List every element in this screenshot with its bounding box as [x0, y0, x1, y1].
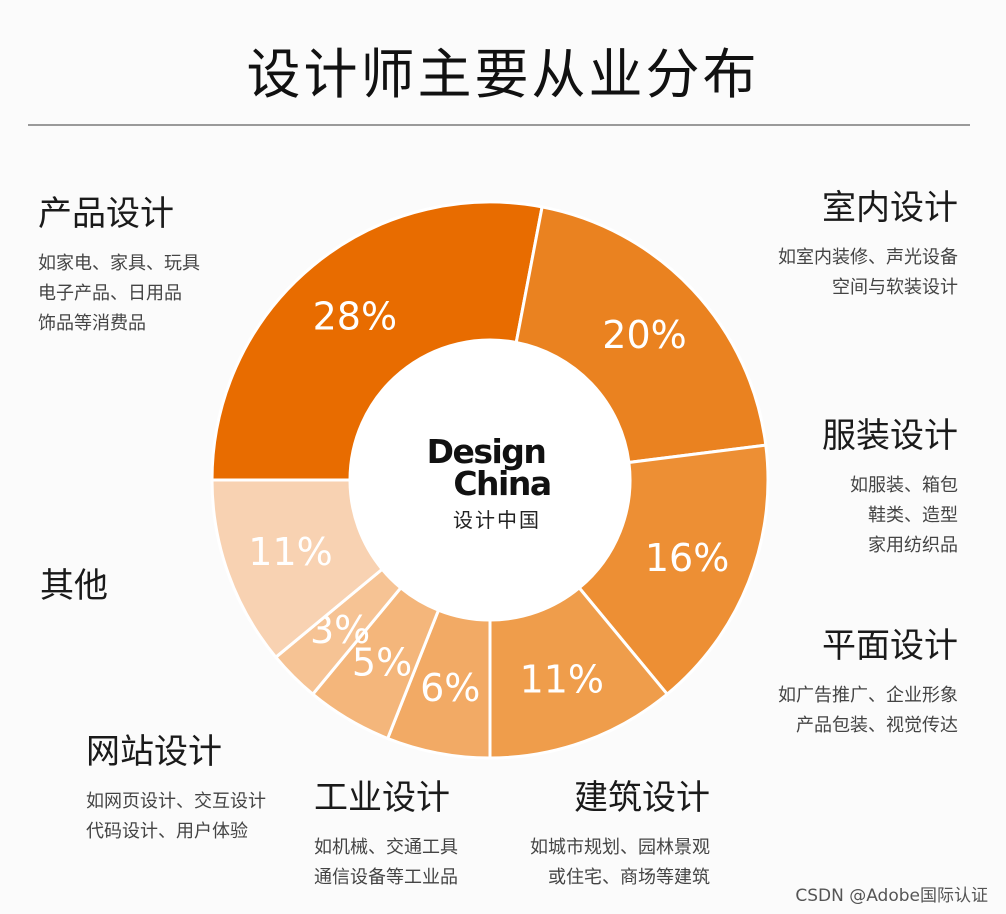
category-name: 建筑设计	[574, 778, 710, 818]
category-desc: 如网页设计、交互设计 代码设计、用户体验	[86, 787, 266, 847]
slice-label-2: 20%	[602, 313, 686, 357]
category-name: 室内设计	[822, 188, 958, 228]
desc-line: 空间与软装设计	[832, 277, 958, 298]
category-desc: 如室内装修、声光设备 空间与软装设计	[778, 243, 958, 303]
category-desc: 如城市规划、园林景观 或住宅、商场等建筑	[530, 833, 710, 893]
desc-line: 通信设备等工业品	[314, 867, 458, 888]
category-desc: 如家电、家具、玩具 电子产品、日用品 饰品等消费品	[38, 249, 200, 339]
category-name: 产品设计	[38, 194, 174, 234]
watermark: CSDN @Adobe国际认证	[795, 886, 988, 906]
category-name: 平面设计	[822, 626, 958, 666]
desc-line: 或住宅、商场等建筑	[548, 867, 710, 888]
category-industrial: 工业设计 如机械、交通工具 通信设备等工业品	[314, 770, 458, 893]
category-desc: 如机械、交通工具 通信设备等工业品	[314, 833, 458, 893]
slice-label-3: 16%	[645, 536, 729, 580]
slice-label-6: 5%	[352, 640, 412, 684]
category-name: 网站设计	[86, 732, 222, 772]
title-divider	[28, 124, 970, 126]
desc-line: 如广告推广、企业形象	[778, 685, 958, 706]
desc-line: 代码设计、用户体验	[86, 821, 248, 842]
donut-hole	[350, 340, 630, 620]
desc-line: 电子产品、日用品	[38, 283, 182, 304]
category-name: 服装设计	[822, 416, 958, 456]
desc-line: 如城市规划、园林景观	[530, 837, 710, 858]
slice-label-1: 28%	[313, 295, 397, 339]
page-title: 设计师主要从业分布	[246, 43, 760, 106]
category-other: 其他	[40, 558, 108, 607]
desc-line: 如网页设计、交互设计	[86, 791, 266, 812]
category-interior: 室内设计 如室内装修、声光设备 空间与软装设计	[778, 180, 958, 303]
category-fashion: 服装设计 如服装、箱包 鞋类、造型 家用纺织品	[822, 408, 958, 561]
category-graphic: 平面设计 如广告推广、企业形象 产品包装、视觉传达	[778, 618, 958, 741]
desc-line: 产品包装、视觉传达	[796, 715, 958, 736]
category-product: 产品设计 如家电、家具、玩具 电子产品、日用品 饰品等消费品	[38, 186, 200, 339]
logo-line-2: China	[453, 464, 552, 503]
category-name: 工业设计	[314, 778, 450, 818]
desc-line: 鞋类、造型	[868, 505, 958, 526]
logo: Design China 设计中国	[427, 435, 560, 533]
slice-label-5: 6%	[420, 666, 480, 710]
category-architecture: 建筑设计 如城市规划、园林景观 或住宅、商场等建筑	[530, 770, 710, 893]
desc-line: 如服装、箱包	[850, 475, 958, 496]
category-name: 其他	[40, 566, 108, 606]
desc-line: 饰品等消费品	[38, 313, 146, 334]
category-desc: 如广告推广、企业形象 产品包装、视觉传达	[778, 681, 958, 741]
slice-label-8: 11%	[248, 530, 332, 574]
category-web: 网站设计 如网页设计、交互设计 代码设计、用户体验	[86, 724, 266, 847]
slice-label-4: 11%	[520, 657, 604, 701]
desc-line: 如家电、家具、玩具	[38, 253, 200, 274]
desc-line: 如机械、交通工具	[314, 837, 458, 858]
desc-line: 如室内装修、声光设备	[778, 247, 958, 268]
category-desc: 如服装、箱包 鞋类、造型 家用纺织品	[822, 471, 958, 561]
logo-chinese: 设计中国	[453, 508, 541, 532]
logo-line-1: Design	[426, 432, 547, 471]
desc-line: 家用纺织品	[868, 535, 958, 556]
